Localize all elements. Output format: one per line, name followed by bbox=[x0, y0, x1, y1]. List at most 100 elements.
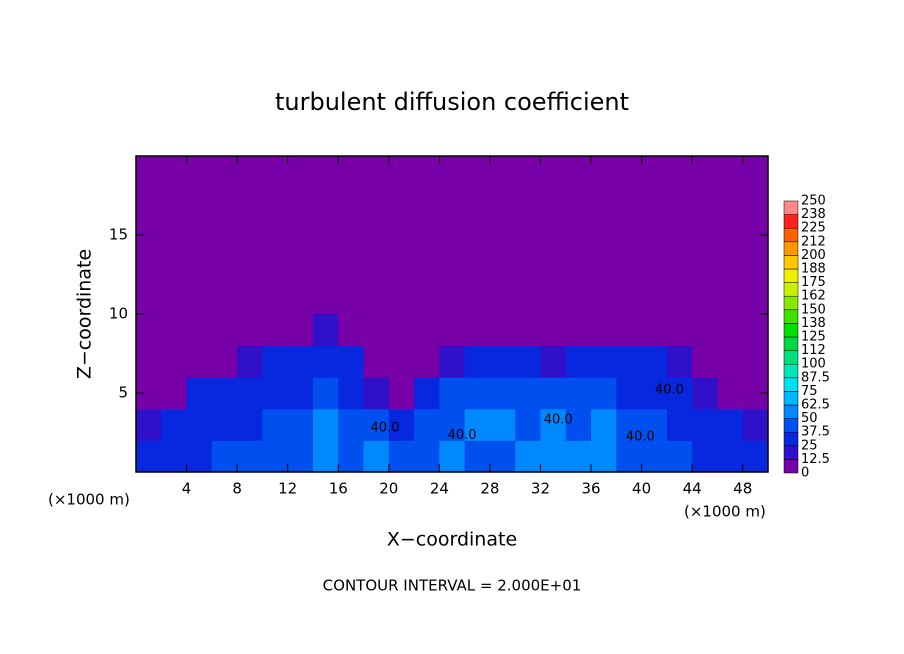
field-cell bbox=[515, 440, 541, 473]
field-cell bbox=[439, 345, 466, 378]
field-cell bbox=[489, 408, 516, 441]
field-cell bbox=[338, 314, 365, 347]
field-cell bbox=[338, 440, 365, 473]
field-cell bbox=[616, 377, 643, 410]
field-cell bbox=[237, 440, 263, 473]
colorbar-swatch bbox=[783, 241, 799, 256]
field-cell bbox=[312, 440, 339, 473]
contour-label: 40.0 bbox=[448, 428, 477, 443]
field-cell bbox=[464, 408, 491, 441]
field-cell bbox=[515, 314, 541, 347]
field-cell bbox=[312, 377, 339, 410]
field-cell bbox=[489, 440, 516, 473]
colorbar-label: 225 bbox=[801, 221, 826, 236]
colorbar-swatch bbox=[783, 200, 799, 215]
field-cell bbox=[211, 314, 238, 347]
field-cell bbox=[540, 408, 567, 441]
field-cell bbox=[666, 314, 693, 347]
field-cell bbox=[312, 314, 339, 347]
field-cell bbox=[161, 314, 188, 347]
field-cell bbox=[565, 345, 592, 378]
colorbar-label: 75 bbox=[801, 384, 818, 399]
field-cell bbox=[515, 345, 541, 378]
colorbar-label: 125 bbox=[801, 330, 826, 345]
colorbar-swatch bbox=[783, 459, 799, 474]
field-cell bbox=[363, 345, 390, 378]
field-cell bbox=[641, 377, 668, 410]
colorbar-label: 188 bbox=[801, 262, 826, 277]
colorbar-label: 138 bbox=[801, 316, 826, 331]
field-cell bbox=[540, 440, 567, 473]
colorbar-label: 162 bbox=[801, 289, 826, 304]
field-cell bbox=[161, 377, 188, 410]
field-cell bbox=[717, 377, 744, 410]
field-cell bbox=[237, 408, 263, 441]
field-cell bbox=[641, 408, 668, 441]
field-cell bbox=[464, 314, 491, 347]
field-cell bbox=[591, 345, 617, 378]
field-cell bbox=[186, 408, 213, 441]
colorbar-swatch bbox=[783, 445, 799, 460]
colorbar-swatch bbox=[783, 255, 799, 270]
field-cell bbox=[363, 408, 390, 441]
colorbar-label: 12.5 bbox=[801, 452, 830, 467]
x-tick-label: 4 bbox=[182, 480, 192, 498]
colorbar-label: 25 bbox=[801, 438, 818, 453]
field-cell bbox=[439, 377, 466, 410]
field-cell bbox=[312, 408, 339, 441]
field-cell bbox=[692, 345, 718, 378]
colorbar-swatch bbox=[783, 418, 799, 433]
field-cell bbox=[666, 440, 693, 473]
field-cell bbox=[641, 440, 668, 473]
field-cell bbox=[262, 314, 289, 347]
colorbar-swatch bbox=[783, 309, 799, 324]
field-cell bbox=[414, 314, 440, 347]
field-cell bbox=[616, 440, 643, 473]
field-cell bbox=[666, 345, 693, 378]
colorbar-label: 150 bbox=[801, 302, 826, 317]
colorbar-label: 37.5 bbox=[801, 425, 830, 440]
colorbar-label: 50 bbox=[801, 411, 818, 426]
field-cell bbox=[666, 377, 693, 410]
contour-label: 40.0 bbox=[655, 382, 684, 397]
field-cell bbox=[136, 408, 162, 441]
field-cell bbox=[211, 408, 238, 441]
field-cell bbox=[540, 345, 567, 378]
field-cell bbox=[312, 345, 339, 378]
colorbar-swatch bbox=[783, 431, 799, 447]
field-cell bbox=[237, 345, 263, 378]
field-cell bbox=[414, 345, 440, 378]
x-tick-label: 48 bbox=[733, 480, 752, 498]
field-cell bbox=[591, 408, 617, 441]
colorbar-label: 175 bbox=[801, 275, 826, 290]
colorbar-swatch bbox=[783, 323, 799, 338]
colorbar-label: 212 bbox=[801, 234, 826, 249]
contour-label: 40.0 bbox=[371, 420, 400, 435]
field-cell bbox=[161, 440, 188, 473]
field-cell bbox=[464, 345, 491, 378]
colorbar-label: 87.5 bbox=[801, 370, 830, 385]
field-cell bbox=[388, 345, 415, 378]
field-cell bbox=[616, 314, 643, 347]
field-cell bbox=[287, 314, 314, 347]
field-cell bbox=[439, 408, 466, 441]
colorbar-swatch bbox=[783, 404, 799, 419]
colorbar-swatch bbox=[783, 391, 799, 406]
field-cell bbox=[565, 440, 592, 473]
field-cell bbox=[692, 314, 718, 347]
field-cell bbox=[211, 345, 238, 378]
field-cell bbox=[742, 345, 769, 378]
chart-title: turbulent diffusion coefficient bbox=[275, 88, 629, 116]
field-cell bbox=[515, 377, 541, 410]
field-cell bbox=[717, 314, 744, 347]
field-cell bbox=[692, 377, 718, 410]
field-cell bbox=[338, 377, 365, 410]
x-tick-label: 36 bbox=[581, 480, 600, 498]
x-tick-label: 8 bbox=[232, 480, 242, 498]
colorbar-swatch bbox=[783, 268, 799, 283]
x-tick-label: 12 bbox=[278, 480, 297, 498]
field-cell bbox=[591, 440, 617, 473]
field-cell bbox=[136, 440, 162, 473]
field-cell bbox=[414, 440, 440, 473]
